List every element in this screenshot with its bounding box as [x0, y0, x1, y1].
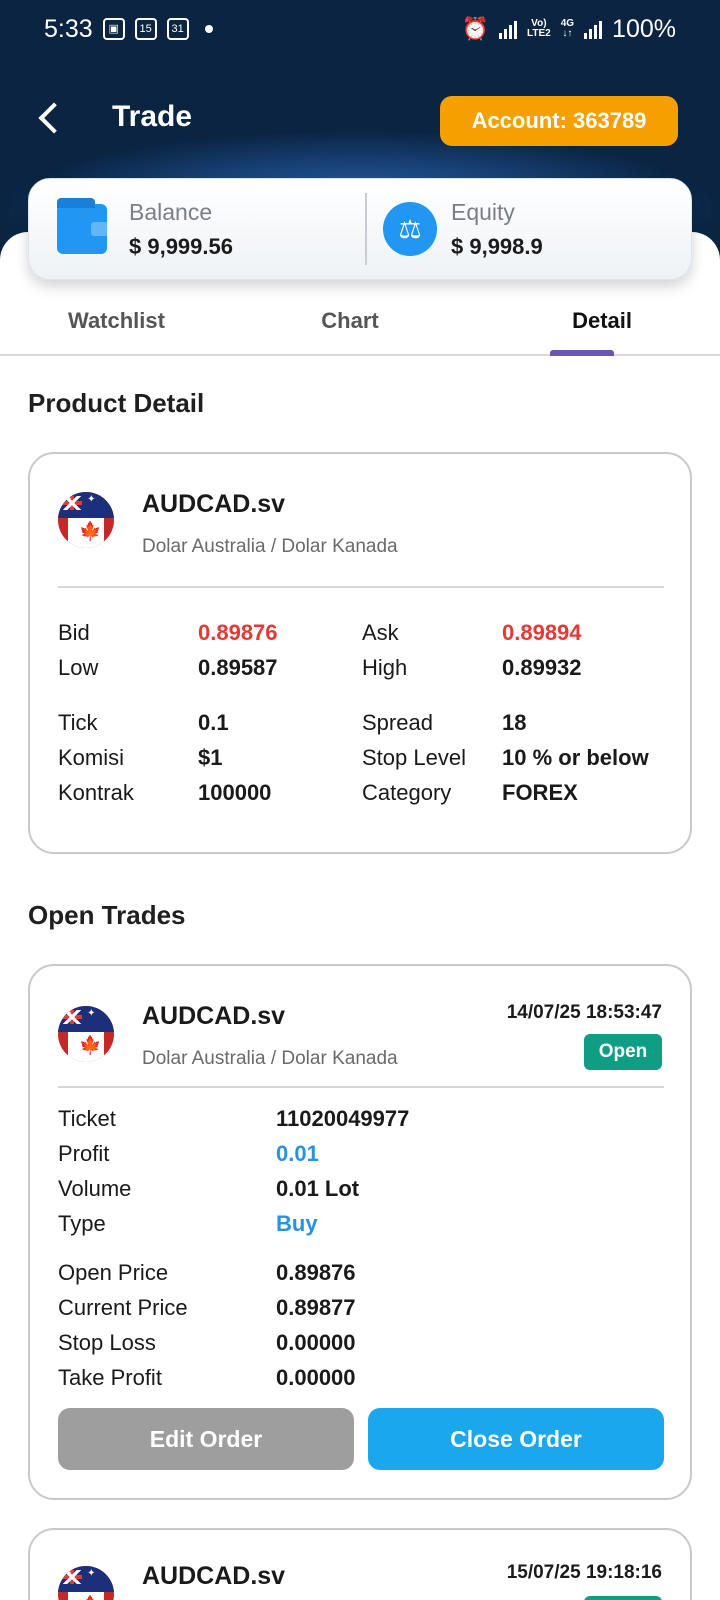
status-bar: 5:33 ▣ 15 31 ⏰ Vo) LTE2 4G ↓↑ 100%	[0, 0, 720, 58]
tab-watchlist[interactable]: Watchlist	[68, 308, 165, 333]
account-badge[interactable]: Account: 363789	[440, 96, 678, 146]
edit-order-button[interactable]: Edit Order	[58, 1408, 354, 1470]
tab-detail[interactable]: Detail	[444, 288, 720, 356]
balance-section: Balance $ 9,999.56	[29, 179, 365, 279]
stop-loss-label: Stop Loss	[58, 1330, 156, 1355]
category-label: Category	[362, 780, 452, 805]
high-label: High	[362, 655, 408, 680]
equity-value: $ 9,998.9	[451, 233, 543, 259]
status-badge: Open	[584, 1034, 662, 1070]
audcad-flag-icon: ✦ ✦ 🍁	[58, 1566, 114, 1600]
divider	[365, 193, 367, 265]
trade-card-2: ✦ ✦ 🍁 AUDCAD.sv 15/07/25 19:18:16	[28, 1528, 692, 1600]
ask-value: 0.89894	[502, 620, 582, 645]
tab-chart[interactable]: Chart	[321, 308, 379, 333]
low-value: 0.89587	[198, 655, 278, 680]
bid-value: 0.89876	[198, 620, 278, 645]
komisi-value: $1	[198, 745, 223, 770]
battery-percent: 100%	[612, 14, 676, 43]
signal-icon	[498, 19, 517, 39]
kontrak-label: Kontrak	[58, 780, 134, 805]
volte-label: Vo)	[531, 18, 547, 29]
kontrak-value: 100000	[198, 780, 272, 805]
audcad-flag-icon: ✦ ✦ 🍁	[58, 492, 114, 548]
volume-value: 0.01 Lot	[276, 1176, 360, 1201]
open-trades-title: Open Trades	[28, 900, 186, 930]
4g-icon: 4G ↓↑	[560, 18, 575, 39]
ask-label: Ask	[362, 620, 399, 645]
product-detail-title: Product Detail	[28, 388, 205, 418]
product-detail-card: ✦ ✦ 🍁 AUDCAD.sv Dolar Australia / Dolar …	[28, 452, 692, 854]
komisi-label: Komisi	[58, 745, 125, 770]
calendar-31-icon: 31	[166, 18, 189, 40]
alarm-icon: ⏰	[461, 16, 489, 41]
tick-label: Tick	[58, 710, 98, 735]
open-price-value: 0.89876	[276, 1260, 356, 1285]
low-label: Low	[58, 655, 99, 680]
close-order-button[interactable]: Close Order	[368, 1408, 664, 1470]
notification-dot-icon	[204, 25, 213, 33]
profit-label: Profit	[58, 1141, 110, 1166]
header: 5:33 ▣ 15 31 ⏰ Vo) LTE2 4G ↓↑ 100% Trade A…	[0, 0, 720, 290]
take-profit-value: 0.00000	[276, 1365, 356, 1390]
type-label: Type	[58, 1211, 106, 1236]
equity-label: Equity	[451, 198, 515, 225]
image-icon: ▣	[102, 18, 125, 40]
volte-icon: Vo) LTE2	[527, 19, 551, 39]
balance-card: Balance $ 9,999.56 ⚖ Equity $ 9,998.9	[28, 178, 692, 280]
stop-loss-value: 0.00000	[276, 1330, 356, 1355]
lte-label: LTE2	[526, 28, 551, 39]
wallet-icon	[57, 198, 107, 254]
balance-label: Balance	[129, 198, 213, 225]
spread-value: 18	[502, 710, 527, 735]
ticket-value: 11020049977	[276, 1106, 410, 1131]
ticket-label: Ticket	[58, 1106, 116, 1131]
scale-icon: ⚖	[383, 202, 437, 256]
4g-label: 4G	[560, 18, 575, 29]
open-price-label: Open Price	[58, 1260, 169, 1285]
category-value: FOREX	[502, 780, 578, 805]
profit-value: 0.01	[276, 1141, 319, 1166]
tick-value: 0.1	[198, 710, 229, 735]
balance-value: $ 9,999.56	[129, 233, 233, 259]
nav-bar: Trade Account: 363789	[0, 58, 720, 182]
trade-description: Dolar Australia / Dolar Kanada	[142, 1048, 398, 1069]
trade-card: ✦ ✦ 🍁 AUDCAD.sv Dolar Australia / Dolar …	[28, 964, 692, 1500]
high-value: 0.89932	[502, 655, 582, 680]
spread-label: Spread	[362, 710, 433, 735]
current-price-label: Current Price	[58, 1295, 188, 1320]
bid-label: Bid	[58, 620, 90, 645]
take-profit-label: Take Profit	[58, 1365, 162, 1390]
back-button[interactable]	[30, 96, 70, 140]
equity-section: ⚖ Equity $ 9,998.9	[367, 179, 691, 279]
audcad-flag-icon: ✦ ✦ 🍁	[58, 1006, 114, 1062]
trade-symbol: AUDCAD.sv	[142, 1002, 286, 1030]
status-badge	[584, 1596, 662, 1600]
page-title: Trade	[112, 100, 193, 133]
status-time: 5:33	[44, 14, 93, 43]
current-price-value: 0.89877	[276, 1295, 356, 1320]
signal-icon-2	[584, 19, 603, 39]
product-description: Dolar Australia / Dolar Kanada	[142, 536, 398, 557]
divider	[58, 586, 664, 588]
stop-level-label: Stop Level	[362, 745, 466, 770]
divider	[58, 1086, 664, 1088]
calendar-15-icon: 15	[134, 18, 157, 40]
volume-label: Volume	[58, 1176, 132, 1201]
stop-level-value: 10 % or below	[502, 745, 649, 770]
trade-datetime: 15/07/25 19:18:16	[506, 1562, 662, 1583]
trade-datetime: 14/07/25 18:53:47	[506, 1002, 662, 1023]
tab-bar: Watchlist Chart Detail	[0, 288, 720, 356]
type-value: Buy	[276, 1211, 318, 1236]
product-symbol: AUDCAD.sv	[142, 490, 286, 518]
chevron-left-icon	[38, 102, 70, 134]
trade-symbol: AUDCAD.sv	[142, 1562, 286, 1590]
